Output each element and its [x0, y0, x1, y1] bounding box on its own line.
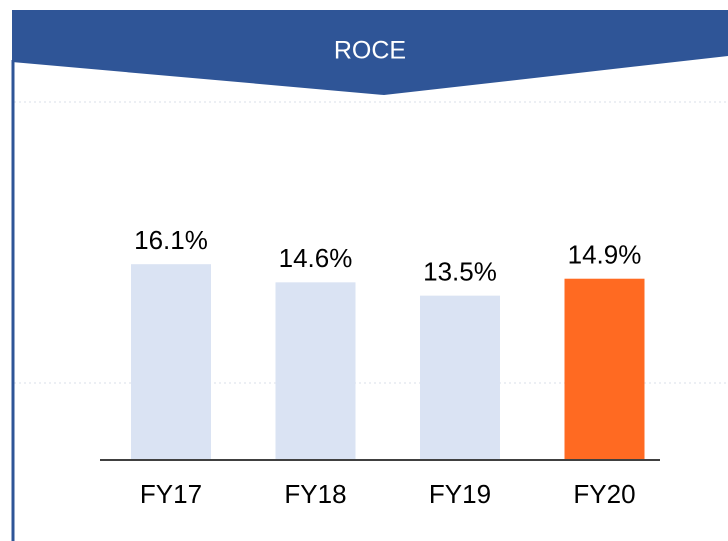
bar — [131, 264, 211, 459]
value-label: 13.5% — [423, 257, 497, 287]
bar — [275, 282, 356, 459]
value-label: 16.1% — [134, 225, 208, 255]
x-tick-label: FY18 — [284, 479, 346, 509]
chart-title: ROCE — [334, 37, 406, 65]
value-label: 14.9% — [568, 240, 642, 270]
x-tick-label: FY17 — [140, 479, 202, 509]
bar — [420, 295, 500, 459]
x-tick-label: FY19 — [429, 479, 491, 509]
x-tick-label: FY20 — [573, 479, 635, 509]
value-label: 14.6% — [279, 243, 353, 273]
title-banner — [12, 10, 728, 95]
bar — [564, 278, 645, 459]
